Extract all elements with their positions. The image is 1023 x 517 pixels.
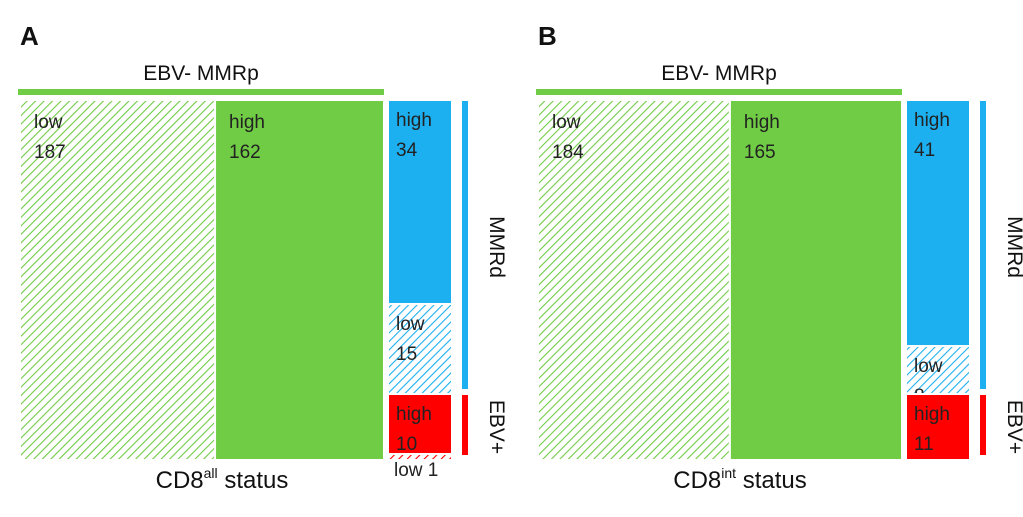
mosaic-cell-high: [214, 99, 385, 461]
cell-level-label: high: [914, 110, 950, 131]
cell-count-label: 34: [396, 140, 418, 161]
mosaic-cell-ebv-low: [387, 453, 453, 461]
cell-count-label: 187: [34, 142, 66, 163]
group-bar-mmrd: [980, 101, 986, 389]
panel-letter: B: [538, 21, 557, 51]
cell-count-label: 10: [396, 434, 417, 455]
group-label-ebv: EBV+: [1003, 400, 1023, 454]
group-bar-1-main: [536, 89, 902, 95]
panel-letter: A: [20, 21, 39, 51]
mosaic-cell-ebv-high: [905, 393, 971, 461]
group-label-main: EBV- MMRp: [661, 62, 777, 85]
group-bar-ebv: [462, 395, 468, 455]
group-label-mmrd: MMRd: [485, 216, 508, 278]
mosaic-cell-high: [728, 99, 904, 461]
group-bar-mmrd: [462, 101, 468, 389]
group-label-main: EBV- MMRp: [143, 62, 259, 85]
mosaic-cell-low: [19, 99, 217, 461]
cell-level-label: low: [34, 112, 63, 133]
group-label-ebv: EBV+: [485, 400, 508, 454]
cell-level-label: low: [552, 112, 581, 133]
cell-count-label: 184: [552, 142, 584, 163]
cell-count-label: 11: [914, 434, 934, 455]
cell-level-label: low: [396, 314, 425, 335]
cell-level-label: high: [396, 404, 432, 425]
mosaic-cell-mmrd-low: [905, 345, 971, 395]
cell-count-label: 15: [396, 344, 417, 365]
x-axis-label: CD8int status: [673, 465, 807, 494]
cell-level-label: high: [914, 404, 950, 425]
panel-a: A EBV- MMRp low 187 high 162 high 34 low 15 MMRd hi…: [18, 21, 508, 494]
mosaic-cell-low: [537, 99, 731, 461]
group-label-mmrd: MMRd: [1003, 216, 1023, 278]
cell-inline-label: low 1: [394, 460, 438, 481]
cell-count-label: 162: [229, 142, 261, 163]
cell-count-label: 41: [914, 140, 935, 161]
cell-level-label: high: [396, 110, 432, 131]
group-bar-0-main: [18, 89, 384, 95]
cell-count-label: 165: [744, 142, 776, 163]
mosaic-cell-mmrd-high: [905, 99, 971, 347]
cell-level-label: low: [914, 356, 943, 377]
cell-level-label: high: [744, 112, 780, 133]
group-bar-ebv: [980, 395, 986, 455]
mosaic-cell-mmrd-low: [387, 303, 453, 395]
cell-level-label: high: [229, 112, 265, 133]
mosaic-cell-mmrd-high: [387, 99, 453, 305]
x-axis-label: CD8all status: [156, 465, 289, 494]
